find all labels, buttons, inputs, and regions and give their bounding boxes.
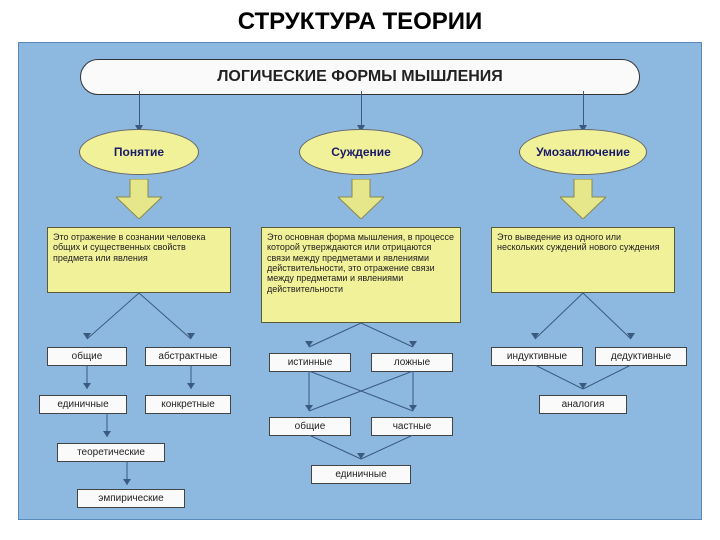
block-arrow-icon: [560, 179, 606, 219]
connector: [361, 91, 362, 127]
diagram-canvas: ЛОГИЧЕСКИЕ ФОРМЫ МЫШЛЕНИЯ Понятие Сужден…: [18, 42, 702, 520]
child-box: единичные: [311, 465, 411, 484]
connector-fan: [261, 371, 461, 417]
connector-fan: [261, 323, 461, 353]
page-title: СТРУКТУРА ТЕОРИИ: [0, 0, 720, 42]
ellipse-concept: Понятие: [79, 129, 199, 175]
desc-inference: Это выведение из одного или нескольких с…: [491, 227, 675, 293]
child-box: общие: [269, 417, 351, 436]
child-box: единичные: [39, 395, 127, 414]
connector-fan: [261, 435, 461, 465]
connector: [47, 413, 231, 443]
desc-concept: Это отражение в сознании человека общих …: [47, 227, 231, 293]
child-box: дедуктивные: [595, 347, 687, 366]
ellipse-judgment: Суждение: [299, 129, 423, 175]
ellipse-label: Умозаключение: [536, 145, 630, 159]
ellipse-label: Суждение: [331, 145, 391, 159]
child-box: абстрактные: [145, 347, 231, 366]
child-box: истинные: [269, 353, 351, 372]
header-box: ЛОГИЧЕСКИЕ ФОРМЫ МЫШЛЕНИЯ: [80, 59, 640, 95]
connector-fan: [491, 293, 675, 347]
connector-fan: [47, 293, 231, 347]
child-box: эмпирические: [77, 489, 185, 508]
child-box: конкретные: [145, 395, 231, 414]
block-arrow-icon: [338, 179, 384, 219]
child-box: общие: [47, 347, 127, 366]
connector: [583, 91, 584, 127]
ellipse-inference: Умозаключение: [519, 129, 647, 175]
connector-fan: [47, 365, 231, 395]
child-box: аналогия: [539, 395, 627, 414]
connector: [139, 91, 140, 127]
connector: [47, 461, 231, 491]
child-box: ложные: [371, 353, 453, 372]
child-box: частные: [371, 417, 453, 436]
ellipse-label: Понятие: [114, 145, 164, 159]
block-arrow-icon: [116, 179, 162, 219]
child-box: теоретические: [57, 443, 165, 462]
child-box: индуктивные: [491, 347, 583, 366]
desc-judgment: Это основная форма мышления, в процессе …: [261, 227, 461, 323]
connector-fan: [491, 365, 675, 395]
